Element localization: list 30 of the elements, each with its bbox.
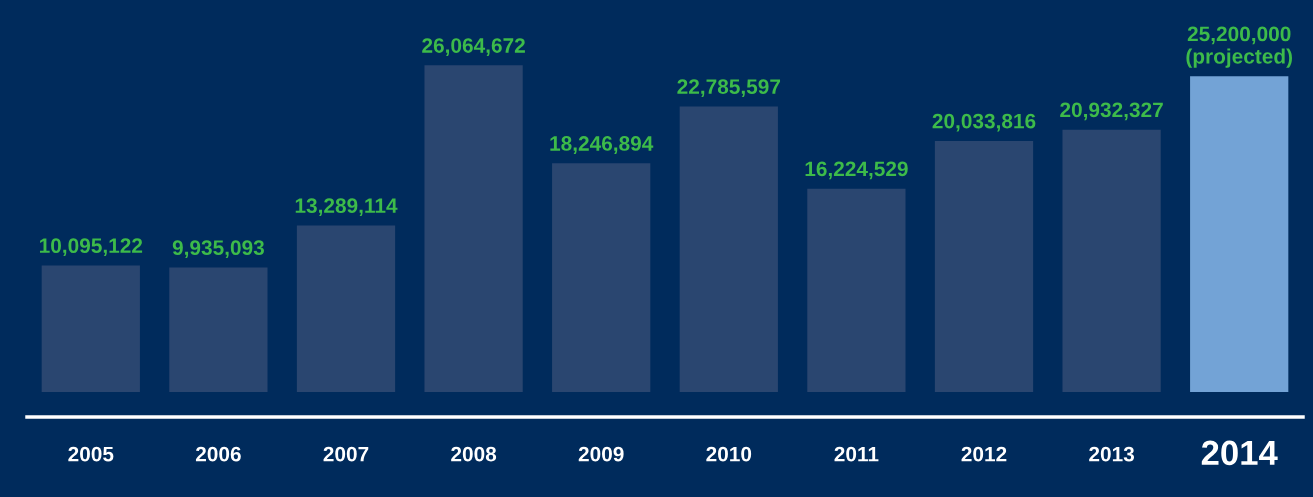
bar (934, 140, 1034, 392)
x-tick-label: 2006 (195, 446, 241, 462)
bar (1062, 129, 1161, 392)
x-tick-label: 2014 (1201, 440, 1278, 466)
x-tick-label: 2009 (578, 446, 624, 462)
x-tick-label: 2012 (961, 446, 1007, 462)
data-label: 18,246,894 (550, 136, 654, 154)
bar (1190, 76, 1289, 392)
data-label: 20,033,816 (932, 113, 1036, 132)
data-label: 16,224,529 (805, 161, 908, 180)
bar (169, 267, 268, 392)
bar (424, 65, 523, 392)
data-label: 22,785,597 (677, 79, 781, 97)
x-tick-label: 2013 (1089, 446, 1135, 462)
x-tick-label: 2010 (706, 446, 752, 462)
x-tick-label: 2007 (323, 446, 369, 462)
data-label: 9,935,093 (172, 240, 264, 259)
data-label: 20,932,327 (1060, 102, 1163, 121)
x-tick-label: 2005 (68, 446, 114, 462)
data-label: 25,200,000 (projected) (1186, 26, 1292, 68)
bar (296, 225, 396, 392)
bar (552, 163, 651, 392)
bar (41, 265, 140, 392)
bar (679, 106, 778, 392)
x-tick-label: 2008 (451, 446, 497, 462)
data-label: 13,289,114 (295, 198, 398, 217)
bar (807, 188, 906, 392)
x-tick-label: 2011 (834, 446, 879, 462)
data-label: 10,095,122 (39, 238, 143, 257)
data-label: 26,064,672 (422, 38, 525, 56)
